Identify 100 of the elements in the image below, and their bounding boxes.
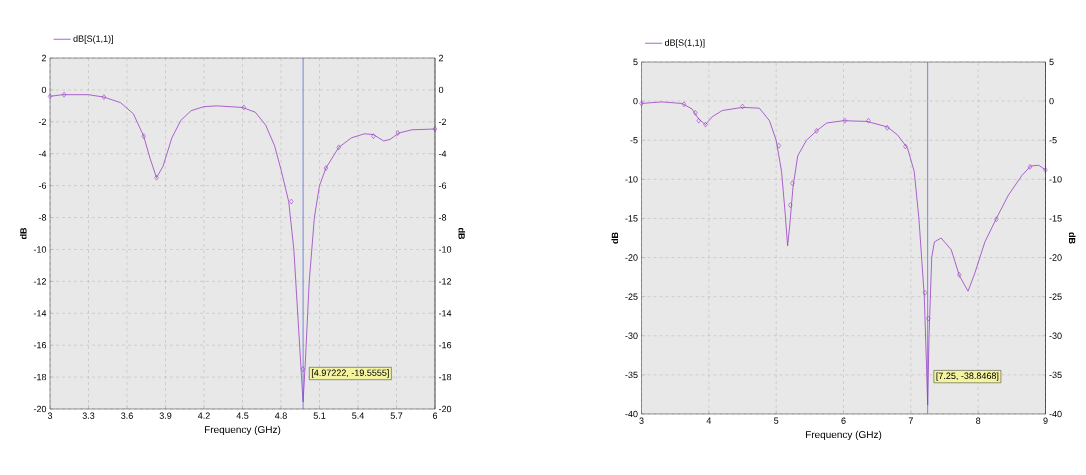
y2-tick-label: -4 (438, 150, 447, 157)
x-tick-label: 4.2 (197, 412, 210, 419)
x-tick-label: 3 (639, 417, 644, 424)
point (101, 94, 107, 100)
point (154, 174, 159, 181)
y-tick-label: -35 (625, 371, 638, 379)
y2-axis-title: dB (1068, 232, 1076, 244)
y-tick-label: 0 (633, 97, 638, 105)
y-tick-label: -16 (33, 341, 47, 349)
point (1027, 164, 1033, 170)
point (790, 180, 795, 187)
x-tick-label: 4.5 (236, 412, 249, 419)
point (922, 289, 928, 296)
y-tick-label: -20 (33, 405, 47, 413)
y2-tick-label: -8 (438, 214, 447, 221)
y2-tick-label: -15 (1049, 215, 1062, 222)
point (336, 144, 341, 151)
legend-label: dB[S(1,1)] (664, 39, 705, 48)
y2-tick-label: -5 (1049, 137, 1057, 144)
point (776, 142, 782, 149)
y-tick-label: -14 (33, 310, 47, 317)
point (681, 101, 687, 108)
y2-tick-label: 2 (439, 54, 444, 62)
point (395, 130, 400, 136)
y2-tick-label: -14 (438, 310, 452, 317)
y-tick-label: -5 (630, 137, 638, 144)
x-tick-label: 8 (976, 417, 981, 424)
y-axis-title: dB (611, 232, 619, 244)
annotation: [7.25, -38.8468] (936, 372, 999, 381)
y-tick-label: -4 (38, 150, 47, 157)
y2-tick-label: -10 (438, 246, 452, 253)
y2-tick-label: 5 (1049, 58, 1054, 66)
y-tick-label: -30 (625, 332, 638, 339)
point (703, 121, 708, 128)
point (300, 366, 305, 372)
x-tick-label: 5 (774, 417, 779, 424)
x-tick-label: 3 (47, 412, 53, 419)
x-axis-title: Frequency (GHz) (805, 430, 882, 441)
x-tick-label: 3.3 (82, 412, 95, 419)
point (371, 133, 376, 139)
y-tick-label: 0 (41, 86, 47, 94)
y2-tick-label: -30 (1049, 332, 1062, 339)
point (814, 128, 819, 134)
point (903, 143, 908, 150)
y-tick-label: 2 (41, 54, 47, 62)
x-tick-label: 7 (908, 417, 913, 424)
y-tick-label: -40 (625, 410, 638, 418)
point (740, 103, 745, 110)
x-tick-label: 5.7 (390, 412, 403, 419)
point (141, 133, 146, 139)
y2-tick-label: -25 (1049, 293, 1062, 300)
point (241, 104, 246, 111)
point (994, 216, 999, 223)
y-tick-label: -8 (38, 214, 47, 221)
y-tick-label: -20 (625, 254, 638, 261)
x-tick-label: 4 (706, 417, 712, 424)
point (926, 315, 931, 322)
point (866, 117, 871, 124)
y2-tick-label: -18 (438, 373, 452, 381)
point (957, 271, 962, 278)
y2-tick-label: -20 (438, 405, 452, 413)
y2-tick-label: -6 (438, 182, 447, 189)
y2-tick-label: -10 (1049, 176, 1062, 183)
y-tick-label: -12 (33, 278, 47, 285)
x-tick-label: 3.6 (121, 412, 133, 419)
y-tick-label: -18 (33, 373, 47, 381)
y2-tick-label: 0 (438, 86, 444, 94)
y-tick-label: 5 (633, 58, 638, 66)
y-tick-label: -10 (33, 246, 47, 253)
point (693, 110, 698, 116)
point (696, 117, 701, 124)
y2-axis-title: dB (458, 227, 466, 240)
y2-tick-label: -12 (438, 278, 452, 285)
y2-tick-label: -35 (1049, 371, 1062, 379)
x-tick-label: 5.4 (352, 412, 364, 419)
y2-tick-label: -20 (1049, 254, 1062, 261)
y-tick-label: -15 (625, 215, 638, 222)
y-axis-title: dB (19, 227, 27, 240)
legend-label: dB[S(1,1)] (73, 35, 113, 44)
x-tick-label: 3.9 (159, 412, 172, 419)
point (61, 91, 67, 98)
point (842, 117, 848, 124)
y-tick-label: -6 (38, 182, 47, 189)
point (289, 198, 294, 205)
y2-tick-label: -40 (1049, 410, 1062, 418)
y2-tick-label: -2 (438, 118, 447, 125)
x-axis-title: Frequency (GHz) (204, 425, 281, 436)
y-tick-label: -10 (625, 176, 638, 183)
point (323, 165, 329, 171)
annotation: [4.97222, -19.5555] (311, 369, 389, 378)
y-tick-label: -25 (625, 293, 638, 300)
y2-tick-label: -16 (438, 341, 452, 349)
x-tick-label: 4.8 (274, 412, 287, 419)
point (788, 202, 793, 208)
x-tick-label: 6 (432, 412, 438, 419)
point (885, 124, 890, 131)
x-tick-label: 5.1 (313, 412, 326, 419)
y2-tick-label: 0 (1049, 97, 1054, 105)
x-tick-label: 6 (841, 417, 846, 424)
y-tick-label: -2 (38, 118, 47, 125)
